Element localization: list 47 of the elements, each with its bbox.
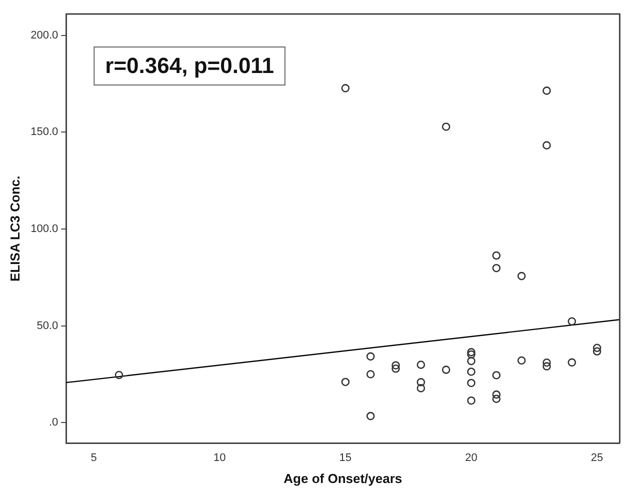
point <box>517 356 526 365</box>
point <box>467 356 476 366</box>
y-tick-label: 200.0 <box>30 29 58 42</box>
x-tick-label: 5 <box>90 452 97 464</box>
x-tick-label: 25 <box>590 452 604 464</box>
point <box>467 396 476 405</box>
point <box>542 358 551 367</box>
point <box>467 348 476 356</box>
point <box>542 362 551 370</box>
x-tick-label: 20 <box>465 452 478 464</box>
point <box>568 358 576 367</box>
point <box>492 394 501 403</box>
x-tick-label: 15 <box>339 452 352 464</box>
point <box>592 344 602 352</box>
point <box>341 84 350 92</box>
point <box>467 378 476 388</box>
y-tick-label: 50.0 <box>36 320 58 332</box>
point <box>392 361 400 370</box>
point <box>492 251 501 260</box>
point <box>416 360 426 369</box>
point <box>517 272 526 280</box>
point <box>442 366 450 374</box>
point <box>467 350 476 359</box>
point <box>392 364 400 373</box>
y-tick-label: 100.0 <box>30 223 58 236</box>
point <box>467 368 476 376</box>
point <box>416 378 426 386</box>
y-tick-label: 150.0 <box>30 126 58 138</box>
point <box>492 371 501 380</box>
point <box>416 384 426 392</box>
point <box>366 352 375 361</box>
point <box>542 141 551 150</box>
point <box>592 347 602 356</box>
x-tick-label: 10 <box>213 452 226 464</box>
point <box>442 122 450 131</box>
annotation: r=0.364, p=0.011 <box>105 53 274 78</box>
y-axis-title: ELISA LC3 Conc. <box>7 176 22 282</box>
point <box>568 317 576 326</box>
point <box>366 370 375 378</box>
point <box>542 86 551 95</box>
point <box>492 390 501 399</box>
x-axis-title: Age of Onset/years <box>284 470 402 486</box>
point <box>492 264 501 272</box>
point <box>366 412 375 420</box>
y-tick-label: .0 <box>48 416 58 429</box>
point <box>114 370 124 380</box>
point <box>341 378 350 386</box>
